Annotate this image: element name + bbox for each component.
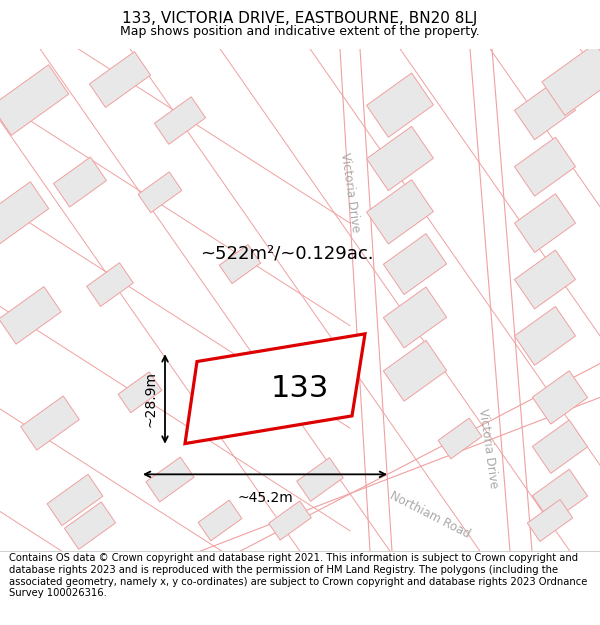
Polygon shape xyxy=(438,418,482,459)
Polygon shape xyxy=(532,371,587,424)
Polygon shape xyxy=(542,44,600,116)
Text: Victoria Drive: Victoria Drive xyxy=(476,408,500,489)
Text: Victoria Drive: Victoria Drive xyxy=(338,151,362,233)
Polygon shape xyxy=(146,457,194,502)
Text: 133, VICTORIA DRIVE, EASTBOURNE, BN20 8LJ: 133, VICTORIA DRIVE, EASTBOURNE, BN20 8L… xyxy=(122,11,478,26)
Polygon shape xyxy=(87,262,133,306)
Polygon shape xyxy=(527,499,572,541)
Text: ~522m²/~0.129ac.: ~522m²/~0.129ac. xyxy=(200,245,373,263)
Text: Northiam Road: Northiam Road xyxy=(388,489,472,541)
Text: ~28.9m: ~28.9m xyxy=(143,371,157,427)
Text: 133: 133 xyxy=(271,374,329,403)
Polygon shape xyxy=(89,52,151,107)
Polygon shape xyxy=(383,341,446,401)
Polygon shape xyxy=(64,502,116,549)
Polygon shape xyxy=(514,194,575,252)
Polygon shape xyxy=(47,474,103,526)
Polygon shape xyxy=(514,250,575,309)
Polygon shape xyxy=(154,97,206,144)
Polygon shape xyxy=(367,126,433,191)
Polygon shape xyxy=(0,182,49,244)
Polygon shape xyxy=(514,81,575,139)
Polygon shape xyxy=(220,244,260,284)
Polygon shape xyxy=(118,372,162,413)
Polygon shape xyxy=(383,287,446,348)
Text: ~45.2m: ~45.2m xyxy=(237,491,293,505)
Polygon shape xyxy=(297,458,343,501)
Polygon shape xyxy=(383,234,446,294)
Text: Map shows position and indicative extent of the property.: Map shows position and indicative extent… xyxy=(120,25,480,38)
Polygon shape xyxy=(367,179,433,244)
Polygon shape xyxy=(514,306,575,365)
Polygon shape xyxy=(138,172,182,212)
Polygon shape xyxy=(20,396,79,450)
Polygon shape xyxy=(53,157,106,207)
Polygon shape xyxy=(269,501,311,540)
Polygon shape xyxy=(198,500,242,541)
Polygon shape xyxy=(532,469,587,522)
Text: Contains OS data © Crown copyright and database right 2021. This information is : Contains OS data © Crown copyright and d… xyxy=(9,554,587,598)
Polygon shape xyxy=(0,287,61,344)
Polygon shape xyxy=(185,334,365,444)
Polygon shape xyxy=(367,73,433,138)
Polygon shape xyxy=(532,420,587,473)
Polygon shape xyxy=(0,65,69,136)
Polygon shape xyxy=(514,138,575,196)
